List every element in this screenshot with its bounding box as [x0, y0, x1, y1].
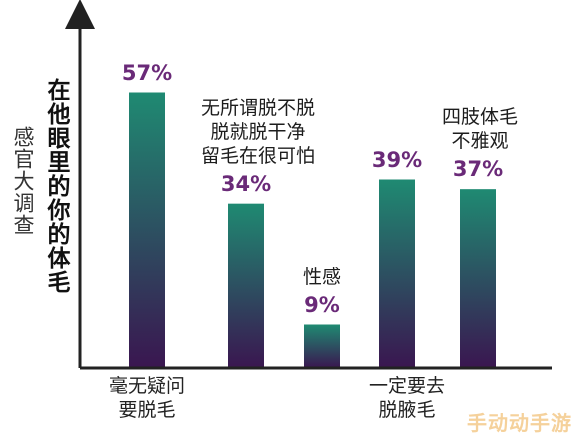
category-label-1: 毫无疑问 要脱毛 — [108, 375, 185, 421]
bars-group — [129, 92, 496, 368]
bar-2 — [228, 203, 264, 368]
value-label-2: 34% — [220, 171, 272, 196]
value-label-5: 37% — [452, 157, 504, 182]
value-label-1: 57% — [121, 60, 173, 85]
category-label-3: 性感 — [302, 265, 341, 288]
category-label-5: 四肢体毛 不雅观 — [441, 106, 518, 153]
y-axis-label: 在他眼里的你的体毛 — [43, 78, 69, 294]
value-label-4: 39% — [371, 147, 423, 172]
bar-1 — [129, 92, 165, 368]
survey-label: 感官大调查 — [11, 126, 35, 236]
bar-3 — [304, 324, 340, 368]
category-label-2: 无所谓脱不脱 脱就脱干净 留毛在很可怕 — [200, 96, 315, 167]
bar-5 — [460, 189, 496, 368]
category-label-4: 一定要去 脱腋毛 — [368, 375, 445, 421]
value-label-3: 9% — [304, 292, 340, 317]
watermark-logo: 手动动手游 — [467, 411, 572, 435]
bar-4 — [379, 179, 415, 368]
